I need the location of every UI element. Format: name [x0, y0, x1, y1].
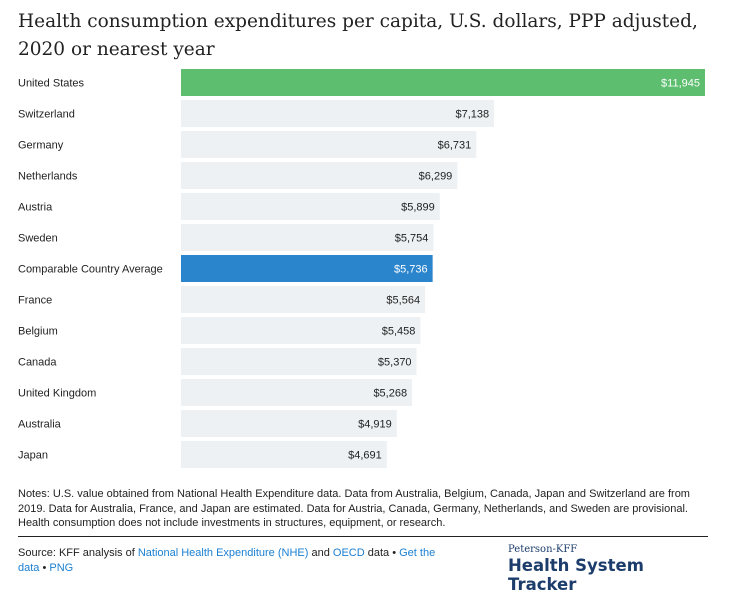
category-label: Switzerland — [18, 109, 75, 121]
category-label: Australia — [18, 419, 62, 431]
bar[interactable] — [181, 317, 421, 344]
category-label: Comparable Country Average — [18, 264, 163, 276]
source-data-sep: data • — [364, 547, 400, 559]
bar[interactable] — [181, 100, 495, 127]
png-link[interactable]: PNG — [49, 562, 74, 574]
value-label: $4,919 — [358, 419, 392, 431]
source-prefix: Source: KFF analysis of — [18, 547, 138, 559]
value-label: $5,736 — [394, 264, 428, 276]
category-label: Germany — [18, 140, 64, 152]
source-sep: • — [39, 562, 50, 574]
value-label: $6,299 — [419, 171, 453, 183]
bar-chart: United States $11,945 Switzerland $7,138 Ger… — [18, 69, 705, 468]
value-label: $5,370 — [378, 357, 412, 369]
value-label: $5,754 — [395, 233, 429, 245]
category-label: Belgium — [18, 326, 58, 338]
logo-small-text: Peterson-KFF — [508, 544, 578, 555]
nhe-link[interactable]: National Health Expenditure (NHE) — [137, 547, 309, 559]
category-label: Japan — [18, 450, 48, 462]
bar[interactable] — [181, 410, 397, 437]
category-label: United States — [18, 78, 85, 90]
source-and: and — [308, 547, 333, 559]
category-label: Sweden — [18, 233, 58, 245]
oecd-link[interactable]: OECD — [332, 547, 365, 559]
bar[interactable] — [181, 69, 705, 96]
bar[interactable] — [181, 255, 433, 282]
category-label: Canada — [18, 357, 57, 369]
source-line: Source: KFF analysis of National Health … — [18, 546, 458, 576]
value-label: $11,945 — [661, 78, 700, 90]
notes-text: Notes: U.S. value obtained from National… — [18, 488, 690, 529]
value-label: $7,138 — [455, 109, 489, 121]
bar[interactable] — [181, 348, 417, 375]
category-label: Austria — [18, 202, 53, 214]
category-label: Netherlands — [18, 171, 78, 183]
value-label: $5,899 — [401, 202, 435, 214]
bar[interactable] — [181, 379, 413, 406]
category-label: United Kingdom — [18, 388, 96, 400]
bar[interactable] — [181, 162, 458, 189]
bar[interactable] — [181, 441, 387, 468]
value-label: $6,731 — [438, 140, 472, 152]
category-label: France — [18, 295, 52, 307]
chart-title: Health consumption expenditures per capi… — [18, 11, 698, 60]
bar[interactable] — [181, 286, 426, 313]
tracker-logo[interactable]: Peterson-KFF Health System Tracker — [508, 544, 708, 594]
divider — [18, 536, 708, 537]
bar[interactable] — [181, 224, 434, 251]
value-label: $5,458 — [382, 326, 416, 338]
get-data-link[interactable]: Get the data — [18, 547, 436, 574]
bar[interactable] — [181, 131, 477, 158]
value-label: $5,564 — [386, 295, 420, 307]
value-label: $5,268 — [373, 388, 407, 400]
bar[interactable] — [181, 193, 440, 220]
logo-big-text: Health System Tracker — [508, 556, 644, 594]
value-label: $4,691 — [348, 450, 382, 462]
